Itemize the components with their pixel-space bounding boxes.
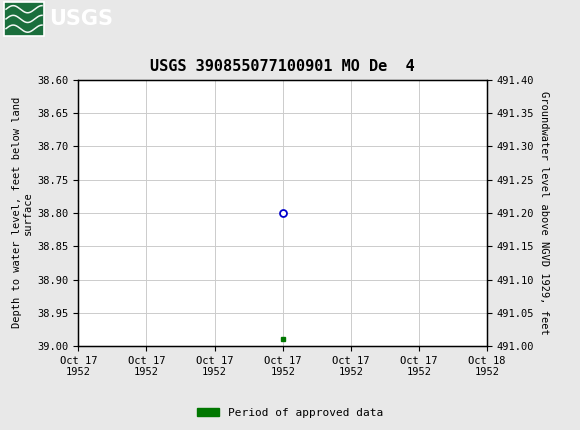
Y-axis label: Depth to water level, feet below land
surface: Depth to water level, feet below land su… [12, 97, 33, 329]
Y-axis label: Groundwater level above NGVD 1929, feet: Groundwater level above NGVD 1929, feet [539, 91, 549, 335]
Legend: Period of approved data: Period of approved data [193, 403, 387, 422]
Bar [4, 2, 44, 36]
Title: USGS 390855077100901 MO De  4: USGS 390855077100901 MO De 4 [150, 59, 415, 74]
Text: USGS: USGS [49, 9, 113, 29]
